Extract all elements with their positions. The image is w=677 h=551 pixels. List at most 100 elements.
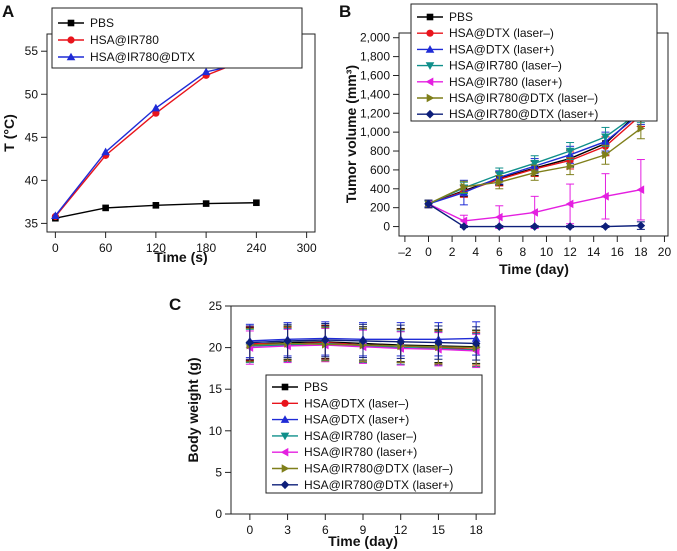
panel-c-ytick-label: 0 bbox=[215, 507, 222, 521]
legend-label: HSA@IR780 (laser–) bbox=[449, 59, 562, 73]
legend-marker bbox=[280, 447, 289, 457]
data-point bbox=[201, 67, 211, 76]
data-point bbox=[202, 200, 210, 207]
panel-c-legend: PBS HSA@DTX (laser–) HSA@DTX (laser+) HSA@I… bbox=[265, 374, 483, 494]
panel-a-ytick-label: 40 bbox=[25, 173, 39, 187]
panel-b-letter: B bbox=[339, 2, 351, 21]
panel-c-xtick-label: 0 bbox=[247, 523, 254, 537]
data-point bbox=[459, 222, 469, 231]
legend-label: HSA@IR780@DTX (laser+) bbox=[449, 107, 598, 121]
panel-a-ytick-label: 45 bbox=[25, 130, 39, 144]
panel-b-ytick-label: 0 bbox=[383, 220, 390, 234]
panel-b-series-hsa-ir780-laser bbox=[424, 159, 645, 229]
panel-a: A 35 40 45 50 55 0 60 120 180 240 300 Time (s) T (°C)… bbox=[1, 2, 317, 265]
data-point bbox=[636, 221, 646, 230]
data-point bbox=[358, 336, 368, 346]
panel-b-ytick-label: 1,200 bbox=[360, 106, 390, 120]
panel-b-xtick-label: 18 bbox=[634, 245, 648, 259]
panel-c-ytick-label: 5 bbox=[215, 465, 222, 479]
panel-b-xtick-label: 4 bbox=[472, 245, 479, 259]
panel-c-xtick-label: 9 bbox=[360, 523, 367, 537]
panel-c-ylabel: Body weight (g) bbox=[185, 358, 201, 463]
series-line bbox=[54, 60, 257, 217]
data-point bbox=[152, 109, 160, 117]
data-point bbox=[459, 216, 468, 226]
legend-label: HSA@IR780 (laser+) bbox=[449, 75, 562, 89]
data-point bbox=[565, 222, 575, 231]
panel-b-xlabel: Time (day) bbox=[499, 261, 569, 277]
panel-b-series-hsa-ir780-dtx-laser bbox=[424, 199, 646, 231]
legend-marker bbox=[281, 399, 289, 407]
panel-c: C 0 5 10 15 20 25 0 3 6 9 12 15 18 Time (day) Body weig… bbox=[169, 295, 496, 549]
legend-label: HSA@DTX (laser–) bbox=[304, 396, 409, 410]
panel-a-ylabel: T (°C) bbox=[1, 114, 17, 151]
data-point bbox=[637, 124, 646, 133]
data-point bbox=[530, 208, 538, 217]
data-point bbox=[601, 192, 609, 201]
panel-a-series-pbs bbox=[52, 199, 260, 222]
panel-a-series-hsa-ir780 bbox=[51, 51, 260, 221]
data-point bbox=[530, 159, 539, 168]
legend-label: HSA@IR780 (laser–) bbox=[304, 429, 417, 443]
legend-label: HSA@IR780@DTX bbox=[90, 50, 195, 64]
panel-a-ytick-label: 35 bbox=[25, 216, 39, 230]
panel-b: B02004006008001,0001,2001,4001,6001,8002… bbox=[339, 2, 671, 277]
legend-marker bbox=[281, 383, 289, 391]
panel-a-xtick-label: 120 bbox=[146, 241, 166, 255]
panel-c-ytick-label: 20 bbox=[209, 341, 223, 355]
data-point bbox=[396, 337, 406, 347]
panel-b-ytick-label: 200 bbox=[370, 201, 390, 215]
panel-b-ytick-label: 2,000 bbox=[360, 31, 390, 45]
data-point bbox=[636, 185, 645, 195]
data-point bbox=[151, 103, 161, 112]
legend-label: HSA@IR780@DTX (laser–) bbox=[449, 91, 598, 105]
panel-c-series-hsa-ir780-dtx-laser bbox=[245, 322, 481, 361]
panel-b-xtick-label: 8 bbox=[520, 245, 527, 259]
panel-c-xlabel: Time (day) bbox=[328, 533, 398, 549]
data-point bbox=[495, 177, 504, 187]
data-point bbox=[530, 222, 539, 231]
legend-label: HSA@IR780 bbox=[90, 33, 159, 47]
legend-marker bbox=[426, 13, 434, 21]
legend-marker bbox=[67, 36, 75, 44]
data-point bbox=[494, 212, 503, 222]
panel-c-xtick-label: 18 bbox=[469, 523, 483, 537]
data-point bbox=[601, 133, 610, 142]
legend-box bbox=[410, 3, 658, 122]
legend-label: HSA@IR780@DTX (laser+) bbox=[304, 478, 453, 492]
legend-label: PBS bbox=[304, 380, 328, 394]
panel-b-ylabel: Tumor volume (mm³) bbox=[343, 65, 359, 203]
data-point bbox=[566, 161, 575, 171]
data-point bbox=[531, 168, 539, 178]
panel-b-ytick-label: 1,400 bbox=[360, 87, 390, 101]
panel-a-xlabel: Time (s) bbox=[154, 249, 207, 265]
panel-c-xtick-label: 3 bbox=[284, 523, 291, 537]
data-point bbox=[283, 336, 292, 346]
panel-a-xtick-label: 300 bbox=[297, 241, 317, 255]
panel-a-ytick-label: 50 bbox=[25, 87, 39, 101]
panel-c-letter: C bbox=[169, 295, 181, 314]
legend-marker bbox=[425, 77, 434, 87]
data-point bbox=[565, 147, 575, 156]
legend-marker bbox=[66, 52, 76, 61]
legend-marker bbox=[426, 93, 435, 103]
data-point bbox=[460, 182, 469, 192]
data-point bbox=[471, 339, 481, 348]
panel-c-xtick-label: 12 bbox=[394, 523, 408, 537]
data-point bbox=[424, 199, 433, 209]
legend-marker bbox=[67, 19, 75, 27]
legend-label: HSA@DTX (laser+) bbox=[304, 413, 409, 427]
data-point bbox=[152, 202, 160, 209]
legend-marker bbox=[280, 415, 290, 423]
panel-b-ytick-label: 400 bbox=[370, 182, 390, 196]
legend-box bbox=[51, 7, 303, 69]
data-point bbox=[101, 147, 110, 156]
panel-a-xtick-label: 180 bbox=[196, 241, 216, 255]
legend-marker bbox=[280, 480, 290, 490]
panel-c-ytick-label: 15 bbox=[209, 382, 223, 396]
legend-label: PBS bbox=[449, 10, 473, 24]
legend-marker bbox=[425, 109, 435, 119]
series-line bbox=[54, 54, 257, 217]
legend-box bbox=[265, 374, 483, 494]
